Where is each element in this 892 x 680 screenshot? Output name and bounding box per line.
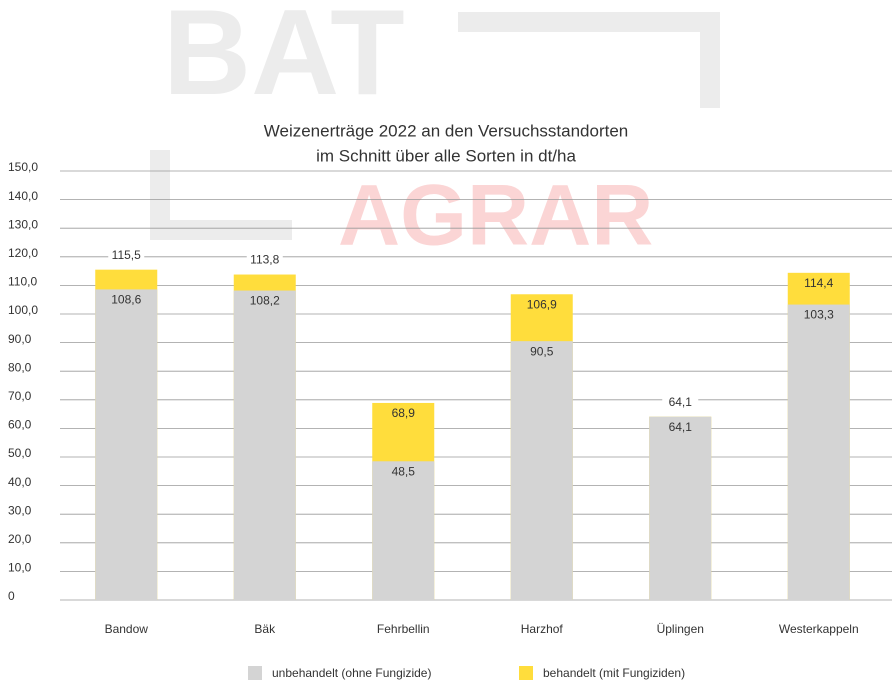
legend-label: behandelt (mit Fungiziden) [543, 666, 685, 680]
bar [649, 416, 712, 600]
y-tick-label: 150,0 [8, 160, 38, 174]
y-tick-label: 10,0 [8, 561, 32, 575]
logo-bottom: AGRAR [338, 168, 653, 264]
bar [372, 461, 435, 600]
label-background [246, 252, 283, 269]
y-tick-label: 20,0 [8, 532, 32, 546]
y-tick-label: 110,0 [8, 275, 37, 289]
bar [95, 289, 158, 600]
y-tick-label: 80,0 [8, 360, 32, 374]
logo-top: BAT [163, 0, 405, 120]
y-tick-label: 130,0 [8, 217, 38, 231]
value-label: 108,2 [250, 294, 280, 308]
value-label: 114,4 [804, 276, 833, 290]
y-tick-label: 40,0 [8, 475, 32, 489]
x-tick-label: Bandow [105, 622, 149, 636]
y-tick-label: 120,0 [8, 246, 38, 260]
value-label: 90,5 [530, 344, 554, 358]
chart-title: im Schnitt über alle Sorten in dt/ha [316, 146, 576, 165]
bar [233, 290, 296, 600]
y-tick-label: 30,0 [8, 503, 32, 517]
value-label: 68,9 [392, 406, 416, 420]
logo: BAT AGRAR [150, 0, 720, 264]
x-tick-label: Westerkappeln [779, 622, 859, 636]
y-tick-label: 0 [8, 589, 15, 603]
logo-bracket [458, 12, 720, 108]
y-tick-label: 90,0 [8, 332, 32, 346]
legend-swatch [248, 666, 262, 680]
x-tick-label: Üplingen [657, 622, 704, 636]
y-tick-label: 100,0 [8, 303, 38, 317]
bar [787, 304, 850, 600]
legend-swatch [519, 666, 533, 680]
value-label: 48,5 [392, 464, 416, 478]
value-label: 103,3 [804, 308, 834, 322]
legend-label: unbehandelt (ohne Fungizide) [272, 666, 431, 680]
value-label: 108,6 [111, 293, 141, 307]
label-background [108, 247, 145, 264]
x-tick-label: Bäk [254, 622, 276, 636]
y-tick-label: 70,0 [8, 389, 32, 403]
y-tick-label: 60,0 [8, 418, 32, 432]
value-label: 115,5 [112, 248, 141, 262]
logo-corner [150, 150, 292, 240]
x-tick-label: Fehrbellin [377, 622, 430, 636]
value-label: 64,1 [669, 420, 693, 434]
label-background [662, 394, 699, 411]
chart-title: Weizenerträge 2022 an den Versuchsstando… [264, 121, 629, 140]
y-tick-label: 50,0 [8, 446, 32, 460]
value-label: 64,1 [669, 395, 693, 409]
value-label: 106,9 [527, 297, 557, 311]
y-tick-label: 140,0 [8, 189, 38, 203]
x-tick-label: Harzhof [521, 622, 564, 636]
value-label: 113,8 [250, 253, 279, 267]
bar [510, 341, 573, 600]
